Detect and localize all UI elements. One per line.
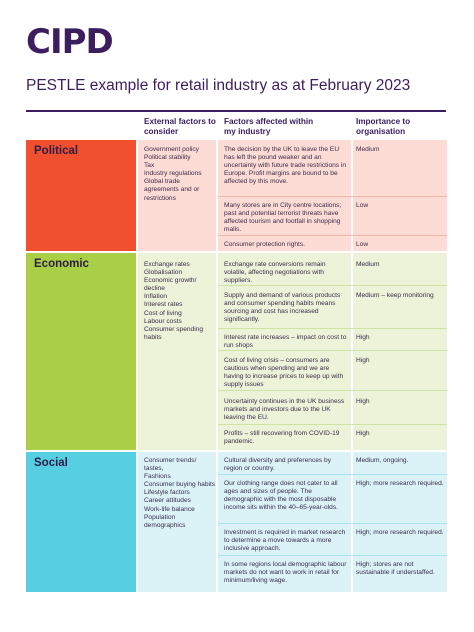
factor-text: Exchange rate conversions remain volatil… <box>224 261 326 285</box>
external-factors-cell <box>138 253 216 450</box>
importance-text: Medium <box>356 146 380 153</box>
section-label: Political <box>34 145 79 157</box>
external-factors-list: Government policy Political stability Ta… <box>144 146 202 202</box>
importance-text: High <box>356 334 370 341</box>
section-label-cell: Social <box>26 452 136 592</box>
row-divider <box>218 350 447 351</box>
factor-text: Supply and demand of various products an… <box>224 292 341 324</box>
external-factors-list: Exchange rates Globalisation Economic gr… <box>144 261 204 341</box>
factors-cell <box>218 140 351 251</box>
cipd-logo: CIPD <box>26 22 114 62</box>
section-political: Political Government policy Political st… <box>26 140 447 251</box>
factor-text: Uncertainty continues in the UK business… <box>224 398 345 422</box>
importance-text: High <box>356 430 370 437</box>
importance-text: High; more research required. <box>356 480 444 487</box>
external-factors-list: Consumer trends/ tastes, Fashions Consum… <box>144 457 216 529</box>
section-economic: Economic Exchange rates Globalisation Ec… <box>26 253 447 450</box>
external-factors-cell <box>138 140 216 251</box>
factor-text: In some regions local demographic labour… <box>224 561 347 585</box>
header-factors-affected: Factors affected within my industry <box>224 117 314 136</box>
header-external-factors: External factors to consider <box>144 117 216 136</box>
factor-text: Cost of living crisis – consumers are ca… <box>224 357 344 389</box>
importance-text: Medium <box>356 261 380 268</box>
row-divider <box>218 328 447 329</box>
factor-text: Profits – still recovering from COVID-19… <box>224 430 340 446</box>
importance-text: Medium, ongoing. <box>356 457 409 464</box>
factor-text: Our clothing range does not cater to all… <box>224 480 338 512</box>
row-divider <box>218 235 447 236</box>
factor-text: Investment is required in market researc… <box>224 529 346 553</box>
factor-text: Cultural diversity and preferences by re… <box>224 457 332 473</box>
factor-text: Interest rate increases – impact on cost… <box>224 334 347 350</box>
row-divider <box>218 523 447 524</box>
page-title: PESTLE example for retail industry as at… <box>26 77 411 94</box>
row-divider <box>218 196 447 197</box>
row-divider <box>218 390 447 391</box>
factor-text: Consumer protection rights. <box>224 241 305 248</box>
section-label: Economic <box>34 258 89 270</box>
section-label-cell: Economic <box>26 253 136 450</box>
row-divider <box>218 474 447 475</box>
row-divider <box>218 285 447 286</box>
importance-text: Low <box>356 202 369 209</box>
importance-cell <box>353 253 447 450</box>
title-divider <box>26 110 446 112</box>
importance-text: Medium – keep monitoring <box>356 292 434 299</box>
importance-text: High; more research required. <box>356 529 444 536</box>
row-divider <box>218 424 447 425</box>
section-social: Social Consumer trends/ tastes, Fashions… <box>26 452 447 592</box>
section-label: Social <box>34 457 68 469</box>
importance-cell <box>353 452 447 592</box>
row-divider <box>218 555 447 556</box>
factor-text: The decision by the UK to leave the EU h… <box>224 146 347 186</box>
importance-cell <box>353 140 447 251</box>
importance-text: High <box>356 357 370 364</box>
header-importance: Importance to organisation <box>356 117 411 136</box>
importance-text: High; stores are not sustainable if unde… <box>356 561 435 577</box>
factor-text: Many stores are in City centre locations… <box>224 202 342 234</box>
importance-text: Low <box>356 241 369 248</box>
section-label-cell: Political <box>26 140 136 251</box>
importance-text: High <box>356 398 370 405</box>
factors-cell <box>218 452 351 592</box>
external-factors-cell <box>138 452 216 592</box>
